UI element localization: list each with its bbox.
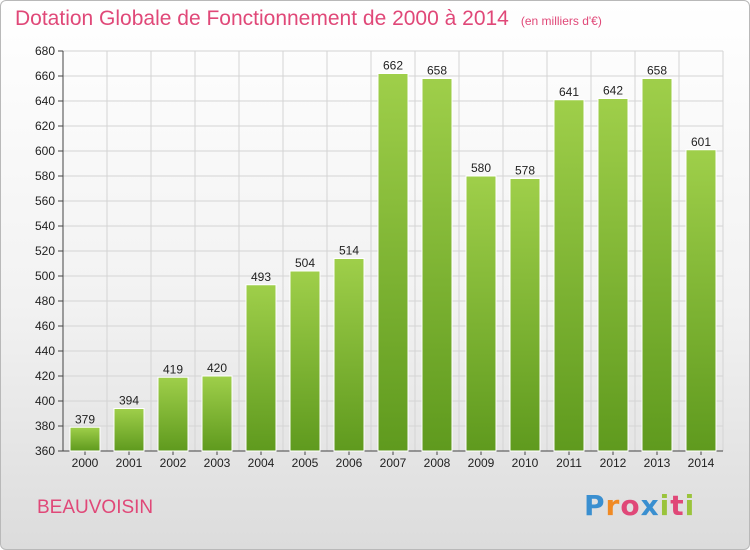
value-label: 394 bbox=[119, 394, 139, 408]
bar bbox=[157, 376, 189, 452]
y-tick-label: 620 bbox=[35, 119, 55, 133]
x-tick-label: 2012 bbox=[600, 456, 627, 470]
logo-letter: r bbox=[605, 489, 621, 522]
x-tick-label: 2011 bbox=[556, 456, 582, 470]
y-tick-label: 660 bbox=[35, 69, 55, 83]
value-label: 641 bbox=[559, 85, 579, 99]
bar bbox=[465, 175, 497, 452]
x-tick-label: 2009 bbox=[468, 456, 495, 470]
bar bbox=[245, 284, 277, 452]
bar bbox=[377, 73, 409, 452]
x-tick-label: 2003 bbox=[204, 456, 231, 470]
bar bbox=[289, 270, 321, 452]
bar bbox=[333, 258, 365, 452]
logo-letter: P bbox=[584, 489, 606, 522]
bar bbox=[201, 375, 233, 452]
logo-letter: t bbox=[670, 489, 685, 522]
y-tick-label: 460 bbox=[35, 319, 55, 333]
bar bbox=[641, 78, 673, 452]
value-label: 642 bbox=[603, 84, 623, 98]
labels: 360 380 400 420 440 460 480 500 520 540 560 580 600 6… bbox=[35, 44, 715, 470]
value-label: 420 bbox=[207, 361, 227, 375]
y-tick-label: 600 bbox=[35, 144, 55, 158]
value-label: 658 bbox=[427, 64, 447, 78]
y-tick-label: 640 bbox=[35, 94, 55, 108]
bars bbox=[69, 73, 717, 452]
value-label: 493 bbox=[251, 270, 271, 284]
y-tick-label: 500 bbox=[35, 269, 55, 283]
value-label: 578 bbox=[515, 164, 535, 178]
value-label: 601 bbox=[691, 135, 711, 149]
value-label: 379 bbox=[75, 412, 95, 426]
value-label: 658 bbox=[647, 64, 667, 78]
logo-letter: x bbox=[640, 489, 660, 522]
logo-letter: o bbox=[620, 489, 641, 522]
x-tick-label: 2008 bbox=[424, 456, 451, 470]
y-tick-label: 520 bbox=[35, 244, 55, 258]
bar bbox=[597, 98, 629, 452]
commune-name: BEAUVOISIN bbox=[37, 497, 154, 518]
bar bbox=[509, 178, 541, 452]
bar bbox=[113, 408, 145, 452]
value-label: 504 bbox=[295, 256, 315, 270]
x-tick-label: 2000 bbox=[72, 456, 99, 470]
x-tick-label: 2001 bbox=[116, 456, 143, 470]
x-tick-label: 2010 bbox=[512, 456, 539, 470]
logo-letter: i bbox=[684, 489, 696, 522]
chart-unit: (en milliers d'€) bbox=[520, 14, 602, 28]
logo-letter: i bbox=[659, 489, 671, 522]
value-label: 419 bbox=[163, 362, 183, 376]
value-label: 514 bbox=[339, 244, 359, 258]
y-tick-label: 680 bbox=[35, 44, 55, 58]
x-tick-label: 2013 bbox=[644, 456, 671, 470]
x-tick-label: 2002 bbox=[160, 456, 187, 470]
chart-title-text: Dotation Globale de Fonctionnement de 20… bbox=[15, 7, 509, 30]
bar bbox=[69, 426, 101, 452]
x-tick-label: 2005 bbox=[292, 456, 319, 470]
proxiti-logo: Proxiti bbox=[584, 489, 695, 522]
x-tick-label: 2006 bbox=[336, 456, 363, 470]
y-tick-label: 540 bbox=[35, 219, 55, 233]
y-tick-label: 480 bbox=[35, 294, 55, 308]
x-tick-label: 2007 bbox=[380, 456, 407, 470]
chart-title: Dotation Globale de Fonctionnement de 20… bbox=[15, 7, 602, 31]
y-tick-label: 360 bbox=[35, 444, 55, 458]
x-tick-label: 2014 bbox=[688, 456, 715, 470]
y-tick-label: 380 bbox=[35, 419, 55, 433]
value-label: 662 bbox=[383, 59, 403, 73]
x-tick-label: 2004 bbox=[248, 456, 275, 470]
y-tick-label: 580 bbox=[35, 169, 55, 183]
value-label: 580 bbox=[471, 161, 491, 175]
y-tick-label: 400 bbox=[35, 394, 55, 408]
y-tick-label: 560 bbox=[35, 194, 55, 208]
bar bbox=[685, 149, 717, 452]
y-tick-label: 420 bbox=[35, 369, 55, 383]
bar bbox=[553, 99, 585, 452]
bar bbox=[421, 78, 453, 452]
y-tick-label: 440 bbox=[35, 344, 55, 358]
